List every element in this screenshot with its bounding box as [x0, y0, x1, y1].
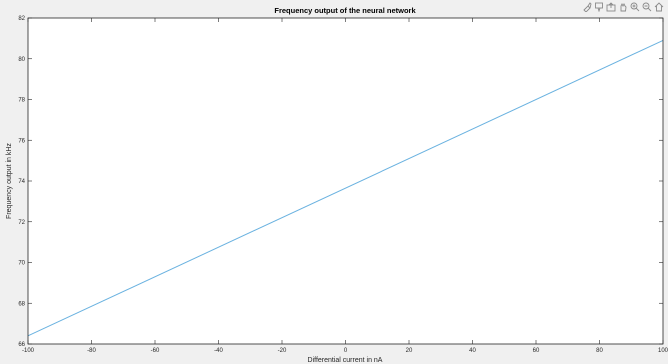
export-icon[interactable] [605, 2, 616, 13]
series-layer [27, 39, 664, 337]
chart-title: Frequency output of the neural network [274, 6, 416, 15]
x-tick-label: 80 [596, 348, 603, 354]
y-tick-label: 78 [18, 98, 25, 104]
brush-icon[interactable] [581, 2, 592, 13]
x-tick-label: 60 [533, 348, 540, 354]
y-tick-label: 74 [18, 179, 25, 185]
y-tick-label: 70 [18, 261, 25, 267]
x-tick-label: -40 [214, 348, 223, 354]
y-tick-label: 68 [18, 301, 25, 307]
x-tick-label: 20 [406, 348, 413, 354]
y-axis-label: Frequency output in kHz [6, 143, 13, 219]
x-axis-label: Differential current in nA [308, 357, 383, 364]
x-tick-label: -20 [278, 348, 287, 354]
data-tips-icon[interactable] [593, 2, 604, 13]
zoom-out-icon[interactable] [641, 2, 652, 13]
home-icon[interactable] [653, 2, 664, 13]
y-tick-label: 66 [18, 342, 25, 348]
x-tick-label: -80 [87, 348, 96, 354]
x-tick-label: -100 [22, 348, 35, 354]
series-line [27, 39, 664, 337]
pan-icon[interactable] [617, 2, 628, 13]
axes-toolbar [581, 0, 664, 14]
zoom-in-icon[interactable] [629, 2, 640, 13]
x-tick-label: -60 [151, 348, 160, 354]
y-tick-label: 80 [18, 57, 25, 63]
x-tick-label: 0 [344, 348, 348, 354]
x-tick-label: 40 [469, 348, 476, 354]
y-tick-label: 82 [18, 16, 25, 22]
plot-area[interactable] [28, 18, 663, 344]
axes-box [27, 17, 664, 345]
x-tick-label: 100 [658, 348, 668, 354]
y-tick-label: 72 [18, 220, 25, 226]
ticks-layer: -100 -80 -60 -40 -20 0 20 40 60 80 100 66 68 70 72 74 76… [18, 16, 668, 354]
y-tick-label: 76 [18, 138, 25, 144]
